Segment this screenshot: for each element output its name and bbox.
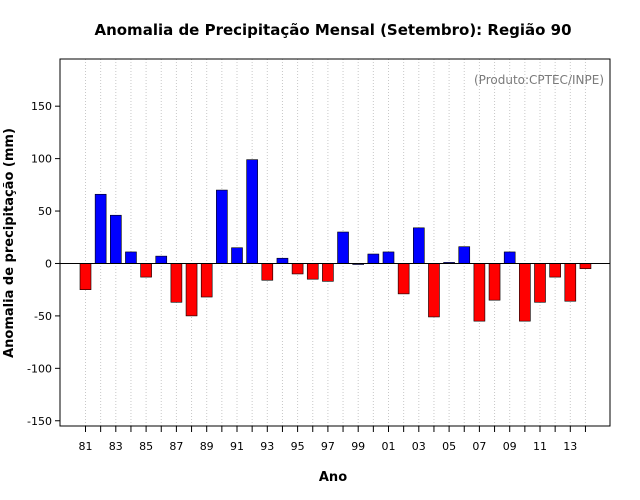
bar-08 [488, 263, 501, 301]
bar-98 [337, 231, 349, 264]
x-axis: 81 83 85 87 89 91 93 95 97 99 01 03 05 07 09 11 13 [79, 426, 586, 453]
bar-86 [155, 255, 168, 264]
bar-11 [534, 263, 546, 303]
bar-03 [412, 227, 425, 264]
x-tick-label: 09 [503, 440, 517, 453]
chart-title: Anomalia de Precipitação Mensal (Setembr… [94, 21, 571, 39]
bar-02 [397, 263, 410, 295]
x-tick-label: 03 [412, 440, 426, 453]
x-axis-title: Ano [319, 470, 347, 485]
bar-12 [549, 263, 561, 278]
bar-82 [94, 193, 107, 264]
y-tick-label: 50 [38, 205, 52, 218]
x-tick-label: 81 [79, 440, 93, 453]
bar-92 [246, 159, 258, 264]
bars [79, 159, 592, 322]
bar-95 [291, 263, 304, 275]
bar-83 [110, 214, 122, 264]
bar-06 [458, 246, 471, 264]
bar-91 [231, 247, 243, 264]
bar-07 [473, 263, 486, 322]
y-axis-title: Anomalia de precipitação (mm) [2, 128, 17, 358]
x-tick-label: 93 [260, 440, 274, 453]
bar-93 [261, 263, 274, 281]
bar-97 [322, 263, 334, 282]
y-tick-label: 100 [31, 153, 52, 166]
plot-frame [59, 58, 611, 427]
y-axis: -150 -100 -50 0 50 100 150 [27, 100, 60, 428]
x-tick-label: 11 [533, 440, 547, 453]
bar-94 [276, 257, 289, 264]
x-tick-label: 91 [230, 440, 244, 453]
y-tick-label: -50 [34, 310, 52, 323]
grid-lines [85, 59, 586, 426]
y-tick-label: -150 [27, 415, 52, 428]
bar-87 [170, 263, 183, 303]
bar-84 [125, 251, 137, 264]
bar-90 [216, 189, 228, 264]
bar-13 [564, 263, 577, 302]
bar-00 [367, 253, 380, 264]
bar-88 [185, 263, 198, 317]
y-tick-label: 150 [31, 100, 52, 113]
credit-label: (Produto:CPTEC/INPE) [474, 73, 604, 87]
x-tick-label: 95 [291, 440, 305, 453]
x-tick-label: 85 [139, 440, 153, 453]
x-tick-label: 89 [200, 440, 214, 453]
x-tick-label: 97 [321, 440, 335, 453]
x-tick-label: 83 [109, 440, 123, 453]
bar-10 [519, 263, 531, 322]
x-tick-label: 87 [169, 440, 183, 453]
bar-85 [140, 263, 152, 278]
bar-89 [200, 263, 213, 298]
x-tick-label: 13 [563, 440, 577, 453]
y-tick-label: -100 [27, 362, 52, 375]
bar-14 [579, 263, 592, 270]
bar-01 [382, 251, 395, 264]
x-tick-label: 99 [351, 440, 365, 453]
x-tick-label: 05 [442, 440, 456, 453]
x-tick-label: 01 [382, 440, 396, 453]
bar-09 [503, 251, 516, 264]
bar-96 [306, 263, 319, 280]
y-tick-label: 0 [45, 257, 52, 270]
x-tick-label: 07 [472, 440, 486, 453]
bar-81 [79, 263, 92, 290]
bar-04 [428, 263, 440, 318]
